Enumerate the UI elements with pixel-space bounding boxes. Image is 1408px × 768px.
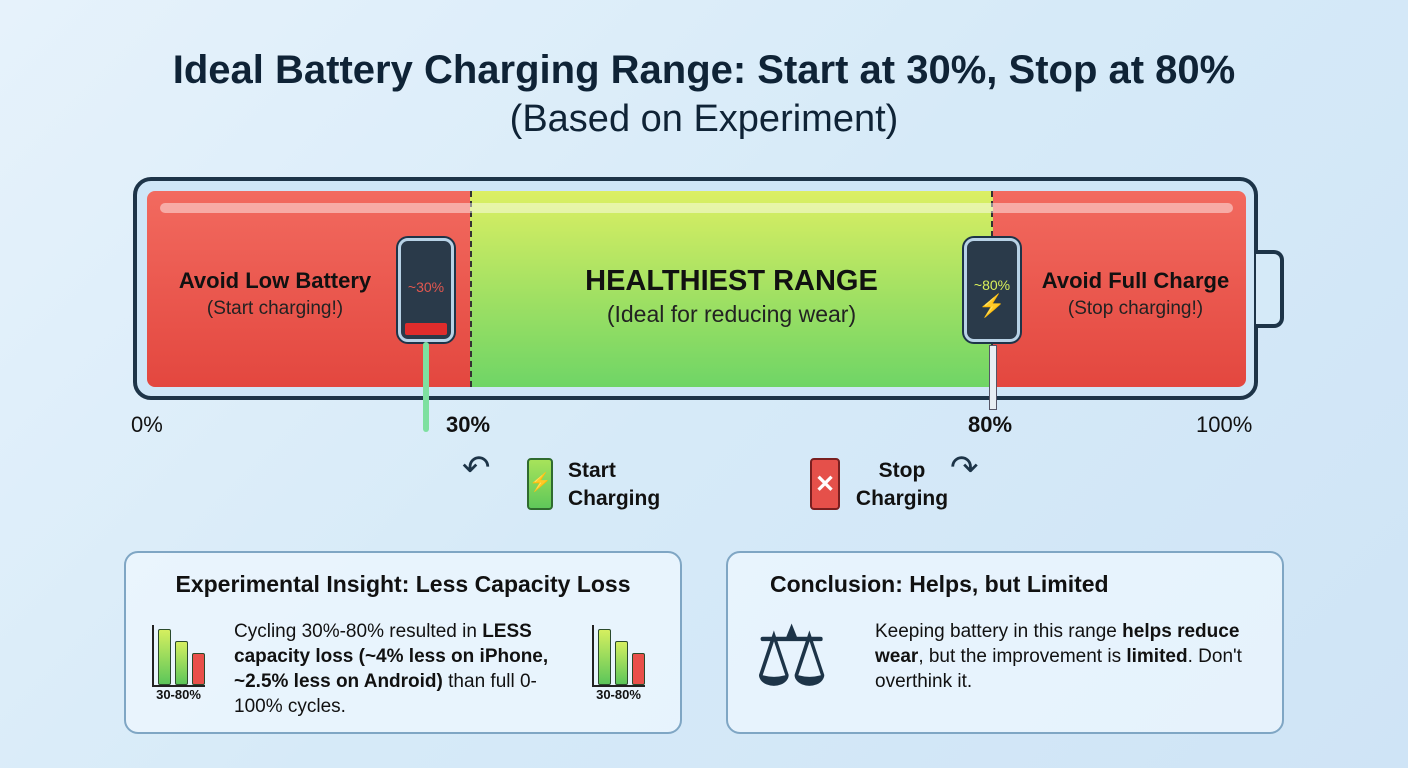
phone-low-label: ~30% [407, 279, 445, 295]
zone-healthy-title: HEALTHIEST RANGE [585, 265, 878, 297]
zone-low-subtitle: (Start charging!) [206, 298, 344, 319]
page-title: Ideal Battery Charging Range: Start at 3… [172, 48, 1236, 92]
zone-low-title: Avoid Low Battery [178, 268, 372, 293]
insight-text: Cycling 30%-80% resulted in LESS capacit… [234, 621, 549, 717]
charging-cable-icon [423, 342, 429, 432]
zone-high-title: Avoid Full Charge [1041, 268, 1230, 293]
page-subtitle: (Based on Experiment) [509, 98, 899, 140]
zone-high-subtitle: (Stop charging!) [1067, 298, 1204, 319]
stop-charging-label: Stop Charging [855, 459, 949, 510]
conclusion-title: Conclusion: Helps, but Limited [770, 571, 1109, 597]
zone-healthy-subtitle: (Ideal for reducing wear) [606, 301, 857, 327]
battery-charge-icon: ⚡ [527, 458, 553, 510]
phone-low-icon: ~30% [398, 238, 454, 342]
balance-scale-icon: ⚖ [754, 609, 830, 703]
insight-title: Experimental Insight: Less Capacity Loss [175, 571, 631, 597]
tick-0: 0% [131, 412, 163, 437]
arrow-to-30-icon: ↶ [462, 449, 491, 487]
mini-chart-left: 30-80% [152, 625, 205, 702]
mini-chart-left-label: 30-80% [156, 687, 201, 702]
conclusion-text: Keeping battery in this range helps redu… [875, 621, 1242, 692]
mini-chart-right-label: 30-80% [596, 687, 641, 702]
insight-card: Experimental Insight: Less Capacity Loss… [124, 551, 682, 734]
arrow-to-80-icon: ↷ [950, 449, 979, 487]
zone-high [993, 191, 1246, 387]
tick-80: 80% [968, 412, 1013, 437]
mini-chart-right: 30-80% [592, 625, 645, 702]
zone-healthy [470, 191, 993, 387]
lightning-icon: ⚡ [978, 293, 1006, 318]
phone-high-icon: ~80% ⚡ [964, 238, 1020, 342]
tick-100: 100% [1196, 412, 1253, 437]
battery-terminal [1256, 250, 1284, 328]
unplugged-cable-icon [989, 345, 997, 410]
tick-30: 30% [446, 412, 491, 437]
phone-high-label: ~80% [973, 277, 1011, 293]
conclusion-card: Conclusion: Helps, but Limited ⚖ Keeping… [726, 551, 1284, 734]
battery-shine [160, 203, 1233, 213]
start-charging-label: Start Charging [568, 459, 661, 510]
battery-stop-icon: ✕ [810, 458, 840, 510]
